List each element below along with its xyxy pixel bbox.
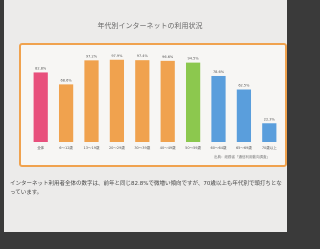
bar: [59, 84, 73, 142]
x-tick-label: 20〜29歳: [109, 145, 125, 150]
x-tick-label: 65〜69歳: [236, 145, 252, 150]
page: {"chart_data": {"type": "bar", "title": …: [0, 0, 289, 249]
bar: [237, 90, 251, 143]
x-tick-label: 50〜59歳: [185, 145, 201, 150]
value-label: 97.9%: [111, 54, 123, 58]
value-label: 97.2%: [86, 54, 98, 58]
value-label: 78.6%: [213, 70, 225, 74]
source: 出典：総務省「通信利用動向調査」: [214, 154, 270, 159]
bar: [161, 61, 175, 142]
value-label: 96.6%: [162, 55, 174, 59]
x-tick-label: 40〜49歳: [160, 145, 176, 150]
value-label: 94.5%: [188, 57, 200, 61]
chart: 年代別インターネットの利用状況 出典：総務省「通信利用動向調査」 インターネット…: [0, 0, 289, 249]
value-label: 82.8%: [35, 66, 47, 70]
x-tick-label: 全体: [37, 145, 44, 150]
x-tick-label: 60〜64歳: [211, 145, 227, 150]
chart-title: 年代別インターネットの利用状況: [98, 21, 203, 30]
bar: [135, 60, 149, 142]
value-label: 97.4%: [137, 54, 149, 58]
bar: [211, 76, 225, 142]
bar: [34, 72, 48, 142]
x-tick-label: 30〜39歳: [134, 145, 150, 150]
x-tick-label: 13〜19歳: [84, 145, 100, 150]
x-tick-label: 6〜12歳: [59, 145, 73, 150]
value-label: 62.5%: [238, 84, 250, 88]
note: インターネット利用者全体の数字は、前年と同じ82.8%で微増い傾向ですが、70歳…: [10, 180, 285, 198]
bar: [110, 60, 124, 142]
bar: [84, 60, 98, 142]
note-box: インターネット利用者全体の数字は、前年と同じ82.8%で微増い傾向ですが、70歳…: [10, 180, 285, 210]
bar: [262, 123, 276, 142]
value-label: 22.3%: [264, 117, 276, 121]
bar: [186, 63, 200, 142]
value-label: 68.6%: [61, 78, 73, 82]
x-tick-label: 70歳以上: [262, 145, 277, 150]
